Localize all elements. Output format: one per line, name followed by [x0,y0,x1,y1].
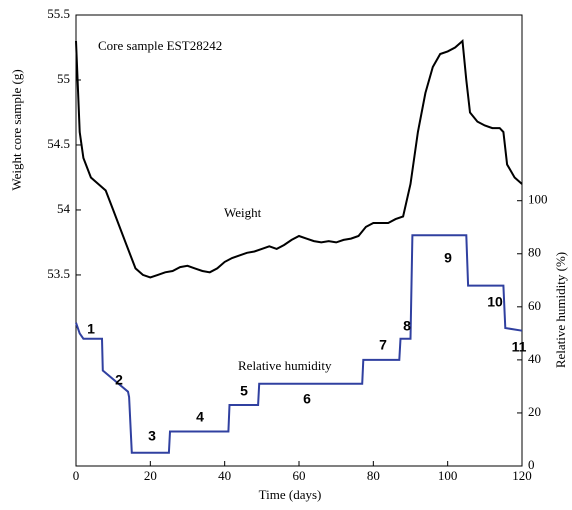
y-tick-label: 53.5 [47,266,70,281]
step-label: 3 [148,428,156,444]
y-tick-label: 55 [57,71,70,86]
y-tick-label: 54.5 [47,136,70,151]
step-label: 9 [444,250,452,266]
series-label: Relative humidity [238,358,332,373]
step-label: 7 [379,337,387,353]
x-tick-label: 40 [218,468,231,483]
x-tick-label: 60 [293,468,306,483]
step-label: 2 [115,372,123,388]
x-axis-label: Time (days) [259,487,322,502]
y2-axis-label: Relative humidity (%) [553,252,568,368]
step-label: 11 [512,339,527,355]
series-label: Weight [224,205,262,220]
step-label: 10 [487,294,503,310]
y2-tick-label: 40 [528,351,541,366]
plot-frame [75,14,523,467]
x-tick-label: 20 [144,468,157,483]
y2-tick-label: 0 [528,457,535,472]
y-tick-label: 55.5 [47,6,70,21]
y2-tick-label: 80 [528,245,541,260]
annotation: Core sample EST28242 [98,38,222,53]
y2-tick-label: 100 [528,192,548,207]
step-label: 8 [403,318,411,334]
x-tick-label: 120 [512,468,532,483]
data-line [75,38,523,279]
data-line [75,234,523,454]
y2-tick-label: 60 [528,298,541,313]
x-tick-label: 80 [367,468,380,483]
y-axis-label: Weight core sample (g) [9,69,24,190]
step-label: 6 [303,391,311,407]
x-tick-label: 100 [438,468,458,483]
y2-tick-label: 20 [528,404,541,419]
y-tick-label: 54 [57,201,71,216]
step-label: 5 [240,383,248,399]
step-label: 1 [87,321,95,337]
step-label: 4 [196,409,204,425]
x-tick-label: 0 [73,468,80,483]
